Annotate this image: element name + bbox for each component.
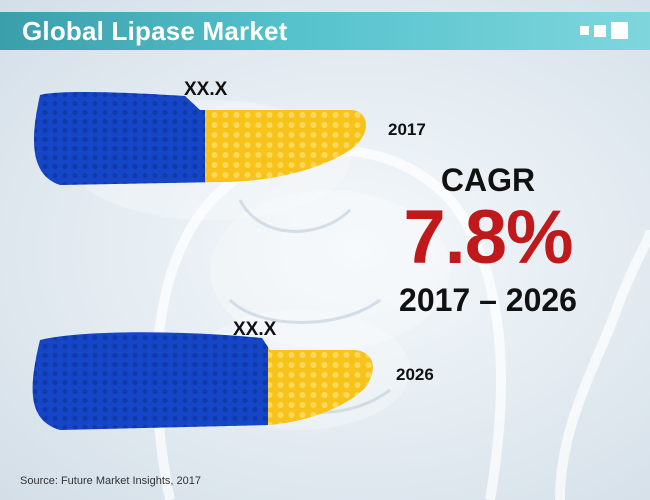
cagr-label: CAGR (440, 162, 536, 198)
bar-2026 (32, 332, 373, 430)
category-label-2026: 2026 (396, 365, 434, 384)
chart-title: Global Lipase Market (22, 16, 288, 46)
brand-logo-icon (580, 22, 628, 39)
header-banner: Global Lipase Market (0, 12, 650, 50)
source-note: Source: Future Market Insights, 2017 (20, 475, 201, 487)
cagr-callout: CAGR 7.8% 2017 – 2026 (378, 162, 598, 318)
value-label-2026: XX.X (233, 319, 277, 340)
cagr-value: 7.8% (403, 195, 573, 280)
value-label-2017: XX.X (184, 79, 228, 100)
category-label-2017: 2017 (388, 120, 426, 139)
cagr-period: 2017 – 2026 (399, 282, 577, 318)
